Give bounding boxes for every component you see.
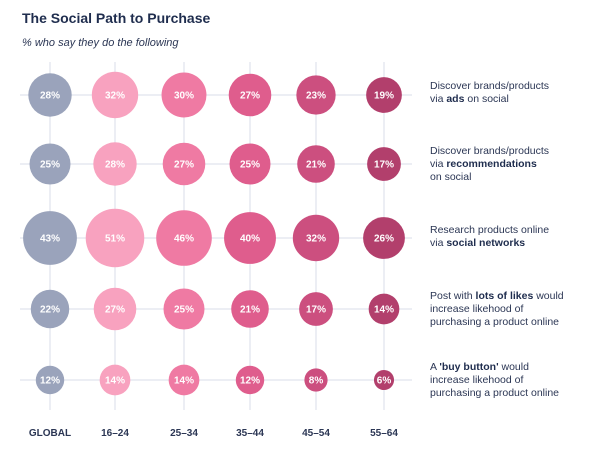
row-label-text: would [498, 361, 529, 373]
bubble-value-label: 43% [40, 234, 60, 245]
bubble [161, 72, 207, 118]
bubble [168, 364, 200, 396]
gridlines [20, 62, 412, 410]
row-label: Post with lots of likes would increase li… [430, 290, 588, 329]
bubble [229, 143, 271, 185]
bubble [304, 368, 328, 392]
bubble [363, 217, 405, 259]
bubble-value-label: 25% [174, 305, 194, 316]
row-label: Discover brands/products via recommendati… [430, 145, 588, 184]
bubble-value-label: 46% [174, 234, 194, 245]
bubble-value-label: 28% [105, 160, 125, 171]
row-label-text: increase likehood of [430, 374, 524, 386]
column-label: 25–34 [170, 428, 198, 439]
bubble-value-label: 32% [306, 234, 326, 245]
bubble [162, 142, 206, 186]
bubble-value-label: 14% [105, 376, 125, 387]
row-label-text: on social [430, 171, 472, 183]
row-label-emphasis: social networks [446, 237, 526, 249]
column-label: 35–44 [236, 428, 264, 439]
row-label-text: on social [464, 93, 509, 105]
bubble [366, 77, 402, 113]
column-label: 16–24 [101, 428, 129, 439]
bubble-value-label: 40% [240, 234, 260, 245]
row-label-text: increase likehood of [430, 303, 524, 315]
bubble [373, 369, 395, 391]
bubble [367, 147, 401, 181]
bubble-value-label: 19% [374, 91, 394, 102]
column-label: GLOBAL [29, 428, 71, 439]
bubble-value-label: 32% [105, 91, 125, 102]
bubble [163, 288, 205, 330]
bubble [91, 71, 139, 119]
bubble [28, 73, 72, 117]
bubble [231, 290, 269, 328]
row-label-text: A [430, 361, 440, 373]
bubble-value-label: 14% [374, 305, 394, 316]
bubble-value-label: 25% [40, 160, 60, 171]
bubble-value-label: 17% [374, 160, 394, 171]
bubble [368, 293, 400, 325]
bubble-value-label: 30% [174, 91, 194, 102]
bubble-value-label: 21% [240, 305, 260, 316]
bubble [93, 287, 137, 331]
bubble-value-label: 8% [309, 376, 324, 387]
bubble-value-label: 12% [240, 376, 260, 387]
row-label-emphasis: ads [446, 93, 465, 105]
bubble [292, 214, 340, 262]
bubble-value-label: 21% [306, 160, 326, 171]
bubble-value-label: 23% [306, 91, 326, 102]
bubble-value-label: 17% [306, 305, 326, 316]
chart-title: The Social Path to Purchase [22, 10, 211, 26]
row-label-emphasis: recommendations [446, 158, 537, 170]
bubble-value-label: 12% [40, 376, 60, 387]
bubble [228, 73, 272, 117]
bubble-value-label: 28% [40, 91, 60, 102]
bubble [35, 365, 65, 395]
bubbles: 28% 32% 30% 27% 23% 19% 25% 28% 27% 25% 21% 17% 43% 5… [23, 71, 405, 396]
bubble [99, 364, 131, 396]
bubble-value-label: 26% [374, 234, 394, 245]
bubble [30, 289, 70, 329]
bubble [297, 145, 335, 183]
bubble [85, 208, 145, 268]
column-label: 45–54 [302, 428, 330, 439]
bubble-value-label: 6% [377, 376, 392, 387]
row-label-text: Research products online [430, 224, 550, 236]
row-label-text: Post with [430, 290, 476, 302]
row-label-text: purchasing a product online [430, 387, 560, 399]
row-label: A 'buy button' would increase likehood of… [430, 361, 588, 400]
bubble-value-label: 27% [105, 305, 125, 316]
row-label-text: via [430, 93, 447, 105]
column-label: 55–64 [370, 428, 398, 439]
bubble [235, 365, 265, 395]
bubble [156, 210, 212, 266]
bubble [296, 75, 336, 115]
row-label-text: Discover brands/products [430, 80, 550, 92]
bubble-value-label: 14% [174, 376, 194, 387]
bubble-value-label: 22% [40, 305, 60, 316]
row-label-emphasis: 'buy button' [439, 361, 499, 373]
bubble [299, 292, 333, 326]
row-label-text: would [533, 290, 564, 302]
bubble [93, 142, 137, 186]
bubble [224, 212, 276, 264]
chart-subtitle: % who say they do the following [22, 37, 179, 49]
column-labels: GLOBAL 16–24 25–34 35–44 45–54 55–64 [29, 428, 398, 439]
bubble-value-label: 27% [174, 160, 194, 171]
row-label: Discover brands/products via ads on socia… [430, 80, 588, 106]
row-label-text: purchasing a product online [430, 316, 560, 328]
bubble [29, 143, 71, 185]
row-label-text: Discover brands/products [430, 145, 550, 157]
row-label-emphasis: lots of likes [475, 290, 534, 302]
bubble-value-label: 51% [105, 234, 125, 245]
row-label-text: via [430, 158, 447, 170]
row-label-text: via [430, 237, 447, 249]
bubble-value-label: 25% [240, 160, 260, 171]
bubble-value-label: 27% [240, 91, 260, 102]
row-label: Research products online via social netwo… [430, 224, 588, 250]
bubble [23, 211, 77, 265]
